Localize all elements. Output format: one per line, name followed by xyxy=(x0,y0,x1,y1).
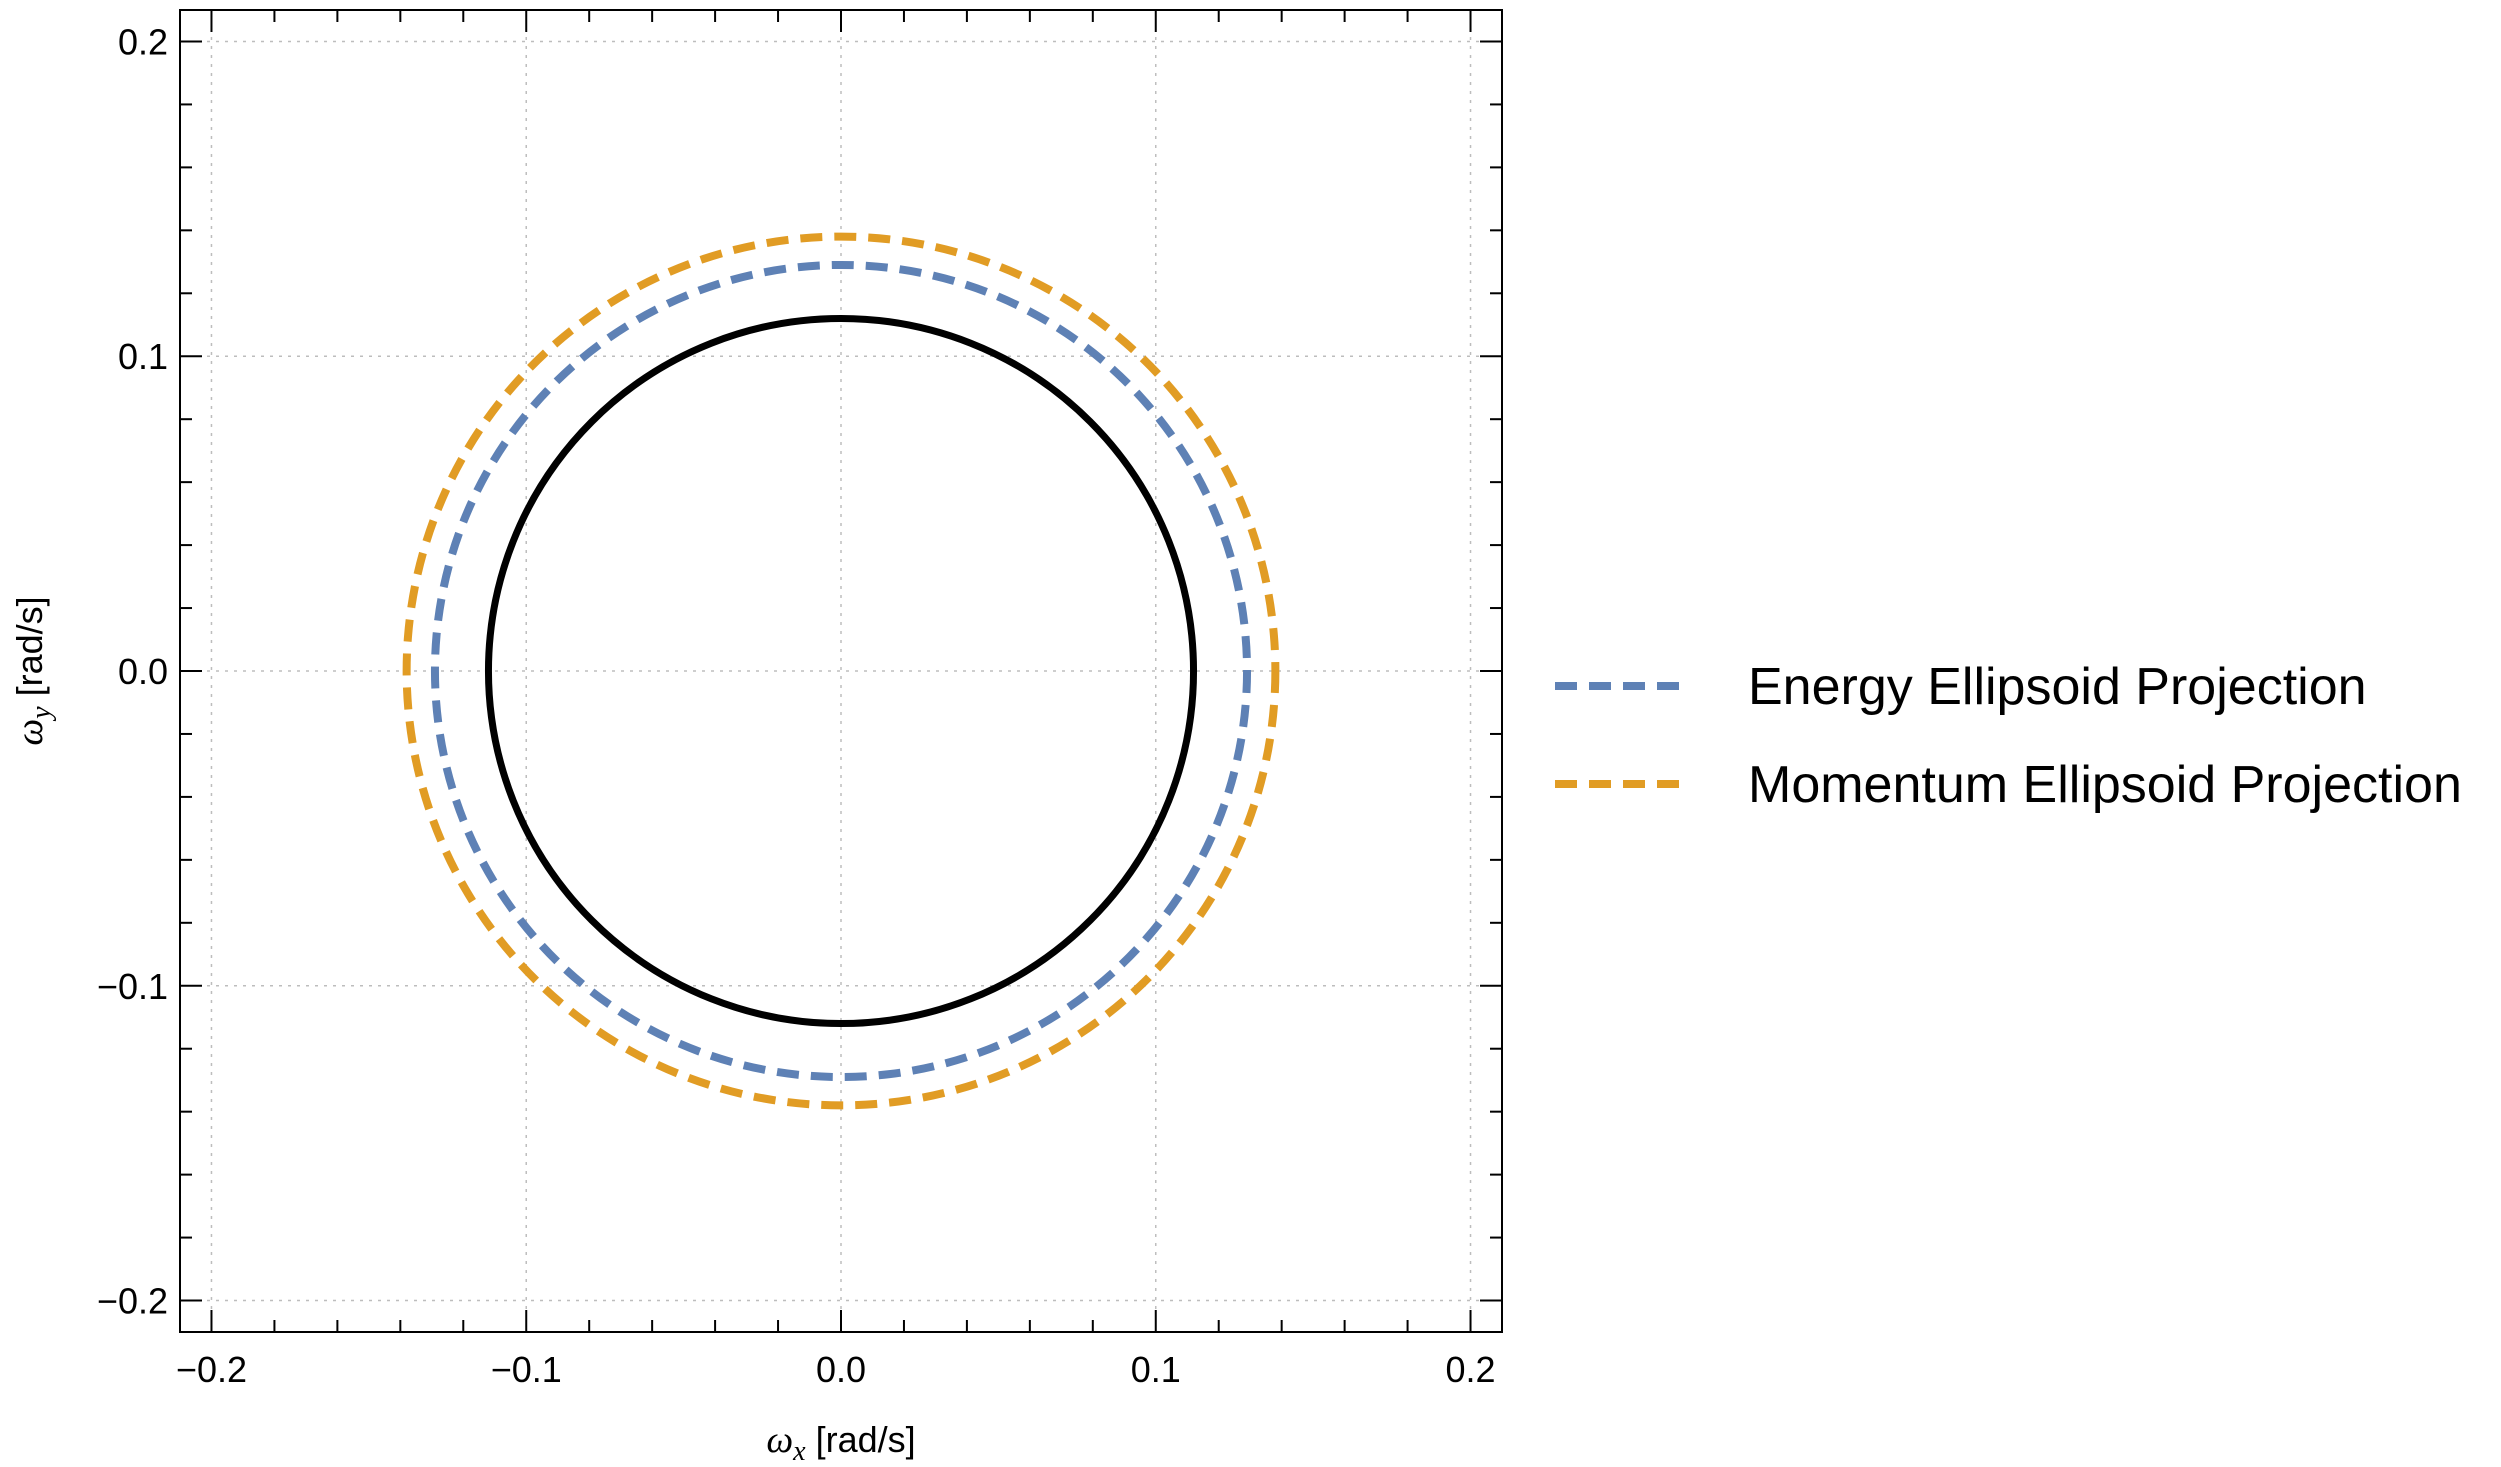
y-axis-label-group: ωy [rad/s] xyxy=(9,596,57,745)
y-tick-label: 0.2 xyxy=(118,21,168,62)
legend: Energy Ellipsoid Projection Momentum Elli… xyxy=(1555,658,2462,814)
series-curve-2 xyxy=(402,232,1280,1110)
grid-lines xyxy=(180,10,1502,1332)
y-tick-label: −0.2 xyxy=(97,1281,168,1322)
x-tick-label: 0.0 xyxy=(816,1349,866,1390)
series-curve-1 xyxy=(430,260,1252,1082)
x-axis-label: ωx [rad/s] xyxy=(766,1419,915,1467)
x-tick-label: 0.2 xyxy=(1446,1349,1496,1390)
x-tick-label: 0.1 xyxy=(1131,1349,1181,1390)
x-tick-label: −0.1 xyxy=(491,1349,562,1390)
y-tick-label: 0.1 xyxy=(118,336,168,377)
legend-label-1: Momentum Ellipsoid Projection xyxy=(1748,756,2462,814)
y-tick-label: 0.0 xyxy=(118,651,168,692)
y-axis-label: ωy [rad/s] xyxy=(9,596,57,745)
axis-ticks xyxy=(180,10,1502,1332)
series-curve-0 xyxy=(484,314,1198,1028)
plot-curves xyxy=(402,232,1280,1110)
legend-label-0: Energy Ellipsoid Projection xyxy=(1748,658,2367,716)
y-tick-label: −0.1 xyxy=(97,966,168,1007)
tick-labels: −0.2 −0.1 0.0 0.1 0.2 −0.2 −0.1 0.0 0.1 0.2 xyxy=(97,21,1496,1390)
x-tick-label: −0.2 xyxy=(176,1349,247,1390)
